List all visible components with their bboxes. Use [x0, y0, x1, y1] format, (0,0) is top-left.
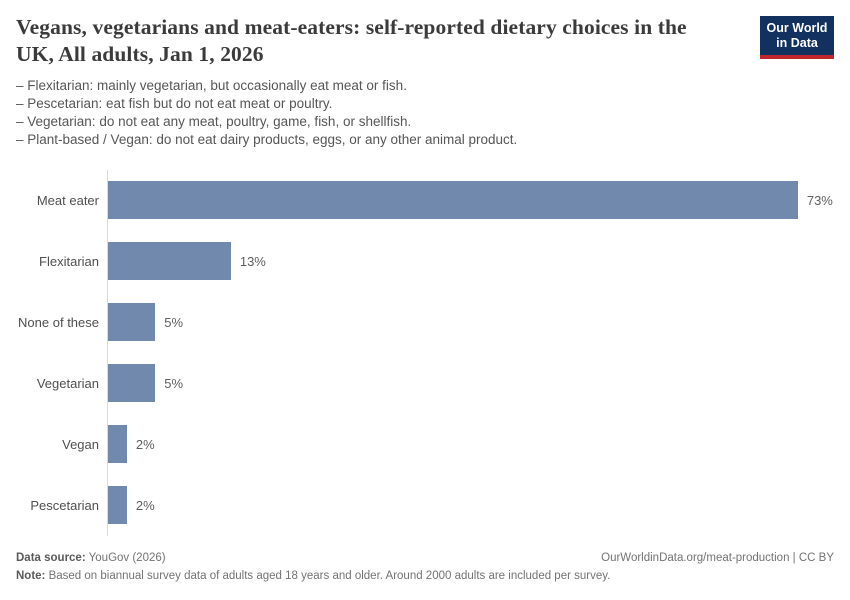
- chart-footer: Data source: YouGov (2026) OurWorldinDat…: [16, 549, 834, 586]
- data-source: Data source: YouGov (2026): [16, 549, 166, 567]
- bar: [108, 303, 156, 342]
- owid-logo: Our World in Data: [760, 16, 834, 59]
- plot-area: 5%: [107, 352, 834, 414]
- chart-row: Flexitarian 13%: [16, 230, 834, 292]
- chart-row: Vegan 2%: [16, 413, 834, 475]
- category-label: Meat eater: [36, 192, 99, 208]
- bar: [108, 364, 156, 403]
- data-source-label: Data source:: [16, 551, 86, 564]
- bar-chart: Meat eater 73% Flexitarian 13% None of these…: [16, 169, 834, 536]
- chart-row: Pescetarian 2%: [16, 474, 834, 536]
- subtitle-line-vegan: – Plant-based / Vegan: do not eat dairy …: [16, 131, 518, 147]
- bar: [108, 242, 231, 281]
- chart-title: Vegans, vegetarians and meat-eaters: sel…: [16, 15, 687, 66]
- chart-note: Note: Based on biannual survey data of a…: [16, 567, 834, 585]
- data-source-value: YouGov (2026): [85, 551, 166, 564]
- owid-url-link[interactable]: OurWorldinData.org/meat-production | CC …: [601, 551, 834, 564]
- category-label: Flexitarian: [39, 253, 99, 269]
- bar: [108, 425, 127, 464]
- category-label: None of these: [18, 314, 99, 330]
- bar: [108, 181, 798, 220]
- category-label: Vegetarian: [36, 375, 99, 391]
- value-label: 2%: [135, 436, 155, 452]
- subtitle-line-flexitarian: – Flexitarian: mainly vegetarian, but oc…: [16, 77, 407, 93]
- chart-subtitle: – Flexitarian: mainly vegetarian, but oc…: [16, 77, 834, 149]
- subtitle-line-pescetarian: – Pescetarian: eat fish but do not eat m…: [16, 95, 333, 111]
- chart-row: Vegetarian 5%: [16, 352, 834, 414]
- plot-area: 2%: [107, 474, 834, 536]
- chart-row: Meat eater 73%: [16, 169, 834, 231]
- value-label: 5%: [164, 375, 184, 391]
- category-label: Pescetarian: [30, 497, 99, 513]
- plot-area: 73%: [107, 169, 834, 231]
- category-label: Vegan: [62, 436, 99, 452]
- owid-logo-text-line1: Our World: [766, 21, 828, 35]
- plot-area: 2%: [107, 413, 834, 475]
- plot-area: 5%: [107, 291, 834, 353]
- note-value: Based on biannual survey data of adults …: [45, 570, 611, 583]
- plot-area: 13%: [107, 230, 834, 292]
- bar: [108, 486, 127, 525]
- owid-logo-text-line2: in Data: [776, 35, 818, 50]
- note-label: Note:: [16, 570, 46, 583]
- chart-header: Vegans, vegetarians and meat-eaters: sel…: [16, 14, 834, 68]
- value-label: 5%: [164, 314, 184, 330]
- value-label: 2%: [135, 497, 155, 513]
- value-label: 13%: [239, 253, 266, 269]
- subtitle-line-vegetarian: – Vegetarian: do not eat any meat, poult…: [16, 113, 412, 129]
- chart-row: None of these 5%: [16, 291, 834, 353]
- value-label: 73%: [806, 192, 833, 208]
